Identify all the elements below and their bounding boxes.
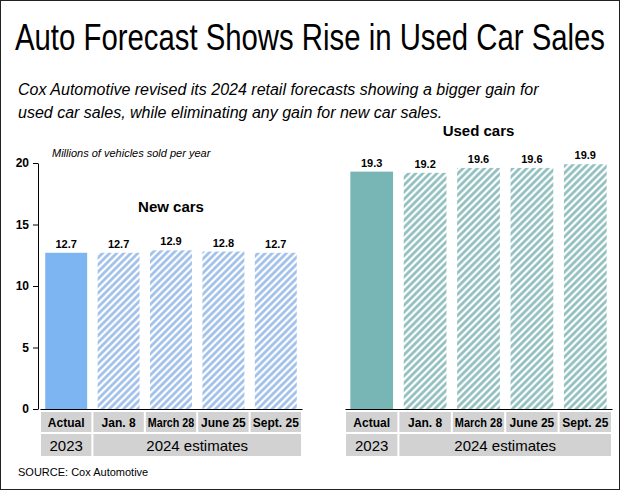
group-label: 2023 bbox=[50, 437, 83, 454]
y-tick-label: 5 bbox=[22, 341, 29, 355]
data-label: 12.7 bbox=[108, 238, 129, 250]
panel-title: New cars bbox=[138, 198, 204, 215]
x-tick: March 28 bbox=[148, 416, 195, 430]
x-tick: June 25 bbox=[510, 416, 555, 430]
x-tick: June 25 bbox=[201, 416, 246, 430]
group-label: 2024 estimates bbox=[454, 437, 556, 454]
group-cell bbox=[399, 434, 611, 456]
x-axis: Actual Jan. 8 March 28 June 25 Sept. 25 bbox=[41, 410, 303, 430]
category-cell bbox=[251, 412, 301, 432]
x-tick-label: Actual bbox=[48, 416, 85, 430]
data-label: 19.6 bbox=[521, 153, 542, 165]
x-tick: Actual bbox=[48, 416, 85, 430]
x-tick: Actual bbox=[353, 416, 390, 430]
y-tick-mark bbox=[33, 409, 38, 410]
y-tick-mark bbox=[33, 163, 38, 164]
category-cell bbox=[399, 412, 450, 432]
y-tick: 5 bbox=[22, 341, 38, 355]
group-cell bbox=[41, 434, 91, 456]
bar bbox=[255, 253, 297, 409]
x-tick: March 28 bbox=[455, 416, 503, 430]
x-tick: Jan. 8 bbox=[102, 416, 136, 430]
data-label: 12.7 bbox=[265, 238, 286, 250]
x-tick-label: Sept. 25 bbox=[562, 416, 608, 430]
data-label: 12.7 bbox=[55, 238, 76, 250]
x-tick-label: Jan. 8 bbox=[408, 416, 442, 430]
x-tick-label: March 28 bbox=[455, 416, 503, 430]
x-tick: Sept. 25 bbox=[253, 416, 299, 430]
chart: Auto Forecast Shows Rise in Used Car Sal… bbox=[0, 0, 620, 490]
data-label: 12.9 bbox=[160, 235, 181, 247]
x-tick-label: Actual bbox=[353, 416, 390, 430]
bar bbox=[202, 252, 244, 409]
bar bbox=[457, 168, 500, 409]
y-axis: 0 5 10 15 20 bbox=[16, 156, 39, 416]
y-tick-mark bbox=[33, 286, 38, 287]
x-axis: Actual Jan. 8 March 28 June 25 Sept. 25 bbox=[346, 410, 613, 430]
x-tick-label: Jan. 8 bbox=[102, 416, 136, 430]
y-tick: 20 bbox=[16, 156, 38, 170]
group-label: 2023 bbox=[355, 437, 388, 454]
data-label: 19.3 bbox=[361, 157, 382, 169]
subtitle: used car sales, while eliminating any ga… bbox=[18, 104, 442, 121]
group-cell bbox=[93, 434, 301, 456]
category-cell bbox=[560, 412, 611, 432]
bar bbox=[45, 253, 87, 409]
bar bbox=[350, 172, 393, 409]
y-tick-label: 20 bbox=[16, 156, 30, 170]
group-label: 2024 estimates bbox=[146, 437, 248, 454]
title: Auto Forecast Shows Rise in Used Car Sal… bbox=[15, 17, 605, 58]
category-cell bbox=[346, 412, 397, 432]
data-label: 19.6 bbox=[468, 153, 489, 165]
x-tick-label: March 28 bbox=[148, 416, 195, 430]
data-label: 12.8 bbox=[213, 237, 234, 249]
frame bbox=[1, 1, 620, 490]
category-cell bbox=[146, 412, 196, 432]
y-tick-mark bbox=[33, 348, 38, 349]
y-axis-line bbox=[38, 164, 39, 410]
data-label: 19.2 bbox=[414, 158, 435, 170]
panel-title: Used cars bbox=[443, 122, 515, 139]
category-cell bbox=[453, 412, 504, 432]
bar bbox=[564, 164, 607, 409]
category-cell bbox=[198, 412, 248, 432]
y-tick-label: 15 bbox=[16, 218, 30, 232]
category-cell bbox=[41, 412, 91, 432]
subtitle: Cox Automotive revised its 2024 retail f… bbox=[18, 81, 539, 98]
bar bbox=[98, 253, 140, 409]
x-axis-line bbox=[41, 409, 303, 410]
source: SOURCE: Cox Automotive bbox=[18, 466, 148, 478]
group-cell bbox=[346, 434, 397, 456]
bar bbox=[511, 168, 554, 409]
data-label: 19.9 bbox=[575, 149, 596, 161]
bar bbox=[150, 250, 192, 409]
x-axis-line bbox=[346, 409, 613, 410]
y-tick: 10 bbox=[16, 279, 38, 293]
x-tick-label: June 25 bbox=[510, 416, 555, 430]
category-cell bbox=[506, 412, 557, 432]
x-tick: Jan. 8 bbox=[408, 416, 442, 430]
bars bbox=[45, 164, 606, 409]
category-cell bbox=[93, 412, 143, 432]
y-tick-label: 10 bbox=[16, 279, 30, 293]
y-tick-mark bbox=[33, 225, 38, 226]
x-tick-label: Sept. 25 bbox=[253, 416, 299, 430]
x-tick: Sept. 25 bbox=[562, 416, 608, 430]
x-tick-label: June 25 bbox=[201, 416, 246, 430]
bar bbox=[404, 173, 447, 409]
y-tick: 0 bbox=[22, 402, 38, 416]
y-tick-label: 0 bbox=[22, 402, 29, 416]
y-tick: 15 bbox=[16, 218, 38, 232]
y-label: Millions of vehicles sold per year bbox=[52, 147, 212, 159]
